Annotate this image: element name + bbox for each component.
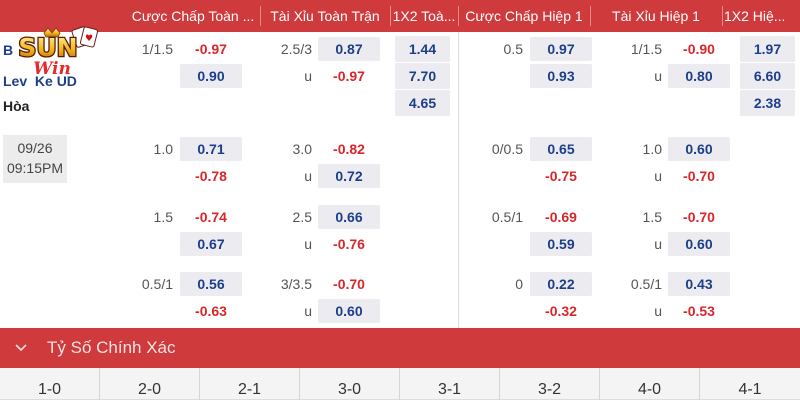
odds-1x2-draw[interactable]: 4.65 bbox=[395, 90, 450, 116]
odds-cell[interactable]: 0.59 bbox=[530, 232, 592, 256]
sunwin-logo: ♥ SUN Win bbox=[17, 26, 99, 80]
odds-cell[interactable]: -0.70 bbox=[683, 168, 715, 184]
odds-cell[interactable]: -0.97 bbox=[333, 68, 365, 84]
odds-cell[interactable]: -0.74 bbox=[195, 209, 227, 225]
odds-cell[interactable]: 0.90 bbox=[180, 64, 242, 88]
odds-cell[interactable]: 0.43 bbox=[668, 272, 730, 296]
odds-cell[interactable]: -0.32 bbox=[545, 303, 577, 319]
odds-cell[interactable]: -0.75 bbox=[545, 168, 577, 184]
odds-cell[interactable]: -0.63 bbox=[195, 303, 227, 319]
odds-cell[interactable]: -0.76 bbox=[333, 236, 365, 252]
odds-cell[interactable]: -0.78 bbox=[195, 168, 227, 184]
odds-1x2-away[interactable]: 6.60 bbox=[740, 63, 795, 89]
score-option[interactable]: 3-2 bbox=[500, 368, 600, 400]
home-team-name: B bbox=[3, 42, 14, 58]
under-label: u bbox=[304, 168, 312, 184]
odds-cell[interactable]: -0.70 bbox=[333, 276, 365, 292]
header-divider bbox=[260, 6, 261, 26]
svg-text:Win: Win bbox=[33, 59, 71, 79]
odds-cell[interactable]: -0.53 bbox=[683, 303, 715, 319]
col-over-under-half: Tài Xỉu Hiệp 1 bbox=[612, 8, 700, 24]
odds-cell[interactable]: 0.56 bbox=[180, 272, 242, 296]
odds-cell[interactable]: -0.70 bbox=[683, 209, 715, 225]
market-header: Cược Chấp Toàn ... Tài Xỉu Toàn Trận 1X2… bbox=[0, 0, 800, 32]
odds-1x2-draw[interactable]: 2.38 bbox=[740, 90, 795, 116]
away-team-name: Lev Ke UD bbox=[3, 73, 77, 89]
handicap-line: 1/1.5 bbox=[141, 41, 173, 57]
match-date: 09/26 bbox=[17, 140, 53, 156]
under-label: u bbox=[654, 303, 662, 319]
odds-cell[interactable]: 0.60 bbox=[668, 232, 730, 256]
odds-1x2-home[interactable]: 1.44 bbox=[395, 36, 450, 62]
correct-score-header[interactable]: Tỷ Số Chính Xác bbox=[0, 328, 800, 368]
odds-cell[interactable]: 0.60 bbox=[668, 137, 730, 161]
col-1x2-half: 1X2 Hiệ... bbox=[724, 8, 784, 24]
chevron-down-icon[interactable] bbox=[12, 338, 30, 356]
odds-cell[interactable]: 0.67 bbox=[180, 232, 242, 256]
score-option[interactable]: 4-1 bbox=[738, 381, 762, 398]
header-divider bbox=[390, 6, 391, 26]
under-label: u bbox=[304, 68, 312, 84]
header-divider bbox=[722, 6, 723, 26]
under-label: u bbox=[304, 303, 312, 319]
total-line: 3/3.5 bbox=[280, 276, 312, 292]
total-line: 1.0 bbox=[642, 141, 662, 157]
odds-cell[interactable]: 0.71 bbox=[180, 137, 242, 161]
odds-cell[interactable]: 0.72 bbox=[318, 164, 380, 188]
under-label: u bbox=[654, 168, 662, 184]
score-option[interactable]: 3-1 bbox=[400, 368, 500, 400]
odds-cell[interactable]: -0.82 bbox=[333, 141, 365, 157]
odds-cell[interactable]: -0.69 bbox=[545, 209, 577, 225]
col-asian-handicap-half: Cược Chấp Hiệp 1 bbox=[465, 8, 583, 24]
match-time: 09:15PM bbox=[6, 160, 64, 176]
total-line: 1.5 bbox=[642, 209, 662, 225]
odds-cell[interactable]: -0.90 bbox=[683, 41, 715, 57]
odds-cell[interactable]: 0.87 bbox=[318, 37, 380, 61]
draw-label: Hòa bbox=[3, 98, 30, 114]
svg-text:♥: ♥ bbox=[85, 34, 93, 44]
under-label: u bbox=[654, 236, 662, 252]
handicap-line: 0.5 bbox=[503, 41, 523, 57]
correct-score-row: 1-0 2-0 2-1 3-0 3-1 3-2 4-0 4-1 bbox=[0, 368, 800, 400]
total-line: 3.0 bbox=[292, 141, 312, 157]
correct-score-title: Tỷ Số Chính Xác bbox=[47, 338, 176, 357]
handicap-line: 1.5 bbox=[153, 209, 173, 225]
score-option[interactable]: 1-0 bbox=[0, 368, 100, 400]
svg-text:SUN: SUN bbox=[18, 33, 77, 62]
total-line: 1/1.5 bbox=[630, 41, 662, 57]
header-divider bbox=[458, 6, 459, 26]
odds-cell[interactable]: -0.97 bbox=[195, 41, 227, 57]
odds-1x2-home[interactable]: 1.97 bbox=[740, 36, 795, 62]
total-line: 2.5 bbox=[292, 209, 312, 225]
total-line: 0.5/1 bbox=[630, 276, 662, 292]
odds-cell[interactable]: 0.22 bbox=[530, 272, 592, 296]
score-option[interactable]: 2-0 bbox=[100, 368, 200, 400]
score-option[interactable]: 3-0 bbox=[300, 368, 400, 400]
handicap-line: 0.5/1 bbox=[491, 209, 523, 225]
col-over-under-full: Tài Xỉu Toàn Trận bbox=[270, 8, 380, 24]
odds-1x2-away[interactable]: 7.70 bbox=[395, 63, 450, 89]
header-divider bbox=[590, 6, 591, 26]
odds-cell[interactable]: 0.65 bbox=[530, 137, 592, 161]
handicap-line: 0/0.5 bbox=[491, 141, 523, 157]
odds-cell[interactable]: 0.60 bbox=[318, 299, 380, 323]
odds-cell[interactable]: 0.93 bbox=[530, 64, 592, 88]
odds-cell[interactable]: 0.97 bbox=[530, 37, 592, 61]
odds-cell[interactable]: 0.80 bbox=[668, 64, 730, 88]
half-divider bbox=[458, 32, 459, 328]
odds-cell[interactable]: 0.66 bbox=[318, 205, 380, 229]
total-line: 2.5/3 bbox=[280, 41, 312, 57]
col-1x2-full: 1X2 Toà... bbox=[392, 8, 456, 24]
handicap-line: 1.0 bbox=[153, 141, 173, 157]
handicap-line: 0.5/1 bbox=[141, 276, 173, 292]
under-label: u bbox=[304, 236, 312, 252]
match-datetime: 09/26 09:15PM bbox=[3, 135, 67, 183]
score-option[interactable]: 4-0 bbox=[600, 368, 700, 400]
handicap-line: 0 bbox=[515, 276, 523, 292]
col-asian-handicap-full: Cược Chấp Toàn ... bbox=[131, 8, 255, 24]
under-label: u bbox=[654, 68, 662, 84]
score-option[interactable]: 2-1 bbox=[200, 368, 300, 400]
